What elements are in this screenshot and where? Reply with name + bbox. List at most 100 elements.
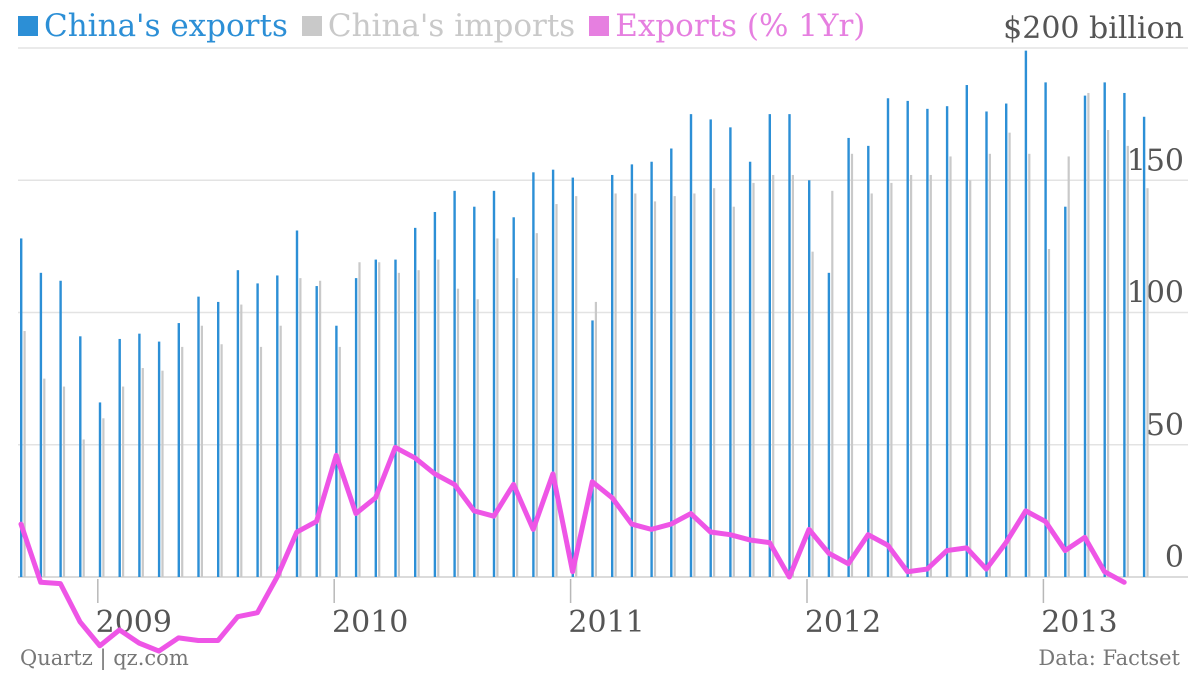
import-bar <box>62 386 66 577</box>
export-bar <box>177 323 180 577</box>
export-bar <box>788 114 791 577</box>
legend: China's exports China's imports Exports … <box>18 4 865 48</box>
legend-label-imports: China's imports <box>327 8 576 44</box>
x-tick-label: 2012 <box>805 605 881 640</box>
import-bar <box>220 344 223 577</box>
export-bar <box>295 230 299 577</box>
export-bar <box>886 98 890 577</box>
import-bar <box>23 331 26 577</box>
export-bar <box>453 190 456 577</box>
export-bar <box>59 280 62 577</box>
import-bar <box>1047 249 1051 577</box>
export-bar <box>650 161 653 578</box>
import-bar <box>811 251 814 578</box>
export-bar <box>1024 50 1028 577</box>
export-bar <box>236 270 240 577</box>
import-bar <box>456 288 460 577</box>
import-bar <box>890 182 893 577</box>
y-tick-label: 100 <box>1127 276 1184 311</box>
export-bar <box>138 333 141 577</box>
export-bar <box>335 325 338 577</box>
import-bar <box>693 193 696 577</box>
export-bar <box>847 137 850 577</box>
export-bar <box>532 172 535 577</box>
import-bar <box>1028 153 1031 578</box>
y-tick-label: $200 billion <box>1003 11 1184 46</box>
export-bar <box>926 108 929 578</box>
import-bar <box>673 196 676 577</box>
export-bar <box>1123 92 1126 577</box>
export-bar <box>1005 103 1008 578</box>
growth-swatch-icon <box>589 16 610 36</box>
export-bar <box>256 283 259 577</box>
x-tick-label: 2010 <box>332 605 408 640</box>
import-bar <box>102 418 105 577</box>
legend-item-imports[interactable]: China's imports <box>301 8 576 44</box>
import-bar <box>476 299 479 577</box>
export-bar <box>611 174 614 577</box>
export-bar <box>1103 82 1106 577</box>
exports-swatch-icon <box>18 16 38 36</box>
import-bar <box>378 262 381 577</box>
import-bar <box>831 190 834 577</box>
import-bar <box>141 368 144 577</box>
import-bar <box>397 272 400 577</box>
export-bar <box>512 217 515 577</box>
export-bar <box>1142 116 1146 578</box>
import-bar <box>181 346 184 577</box>
import-bar <box>299 278 302 577</box>
export-bar <box>689 114 693 577</box>
export-bar <box>414 227 417 578</box>
import-bar <box>43 378 46 577</box>
export-bar <box>157 341 161 577</box>
y-tick-label: 150 <box>1127 143 1184 178</box>
import-bar <box>969 180 972 577</box>
import-bar <box>653 201 657 577</box>
x-tick-label: 2009 <box>96 605 172 640</box>
export-bar <box>98 402 102 577</box>
import-bar <box>870 193 873 577</box>
legend-label-exports: China's exports <box>44 8 288 44</box>
import-bar <box>82 439 85 577</box>
import-bar <box>752 182 755 577</box>
export-bar <box>551 169 555 578</box>
export-bar <box>965 85 968 577</box>
export-bar <box>768 114 771 577</box>
export-bar <box>945 106 949 577</box>
export-bar <box>354 278 358 577</box>
import-bar <box>358 262 361 577</box>
export-bar <box>492 190 496 577</box>
export-bar <box>985 111 988 577</box>
x-tick-label: 2011 <box>568 605 644 640</box>
export-bar <box>571 177 574 578</box>
export-bar <box>394 259 397 577</box>
import-bar <box>1008 132 1011 577</box>
legend-item-exports[interactable]: China's exports <box>18 8 288 44</box>
export-bar <box>906 100 909 578</box>
export-bar <box>473 206 476 577</box>
import-bar <box>240 304 243 577</box>
import-bar <box>910 174 913 577</box>
export-bar <box>1083 95 1087 578</box>
export-bar <box>217 301 220 577</box>
export-bar <box>748 161 752 578</box>
import-bar <box>122 386 125 577</box>
export-bar <box>709 119 712 577</box>
import-bar <box>279 325 282 577</box>
export-bar <box>1064 206 1067 577</box>
import-bar <box>772 174 775 577</box>
export-bar <box>630 164 634 577</box>
import-bar <box>417 270 420 577</box>
export-bar <box>39 272 43 577</box>
import-bar <box>713 188 716 577</box>
import-bar <box>1107 129 1110 577</box>
import-bar <box>437 259 440 577</box>
legend-item-growth[interactable]: Exports (% 1Yr) <box>589 8 865 44</box>
export-bar <box>79 336 82 577</box>
x-tick-label: 2013 <box>1041 605 1117 640</box>
import-bar <box>535 233 538 577</box>
export-bar <box>867 145 870 578</box>
export-bar <box>808 180 811 577</box>
import-bar <box>161 370 164 577</box>
